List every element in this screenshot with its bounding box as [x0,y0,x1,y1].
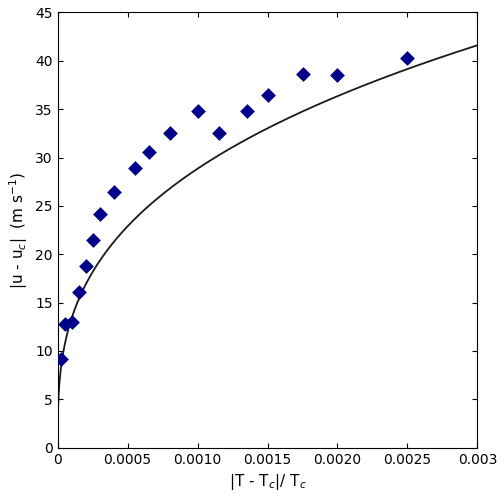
Point [57,355,65,363]
Point [334,71,342,79]
Point [89,236,97,244]
Point [242,107,250,115]
Point [68,318,76,326]
Point [145,148,153,156]
Point [131,164,139,172]
X-axis label: |T - T$_c$|/ T$_c$: |T - T$_c$|/ T$_c$ [229,472,306,492]
Point [298,70,306,78]
Point [96,210,104,218]
Point [60,320,69,328]
Point [403,54,411,62]
Point [82,262,90,270]
Point [166,129,174,137]
Point [109,188,117,196]
Point [264,91,272,99]
Y-axis label: |u - u$_c$|  (m s$^{-1}$): |u - u$_c$| (m s$^{-1}$) [7,171,30,289]
Point [75,288,83,296]
Point [215,129,223,137]
Point [194,107,202,115]
